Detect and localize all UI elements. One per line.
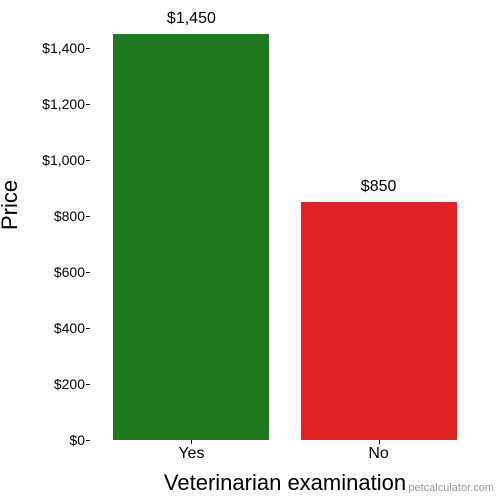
x-tick-label: Yes — [178, 445, 204, 463]
x-tick-label: No — [368, 445, 388, 463]
bar-value-label: $850 — [361, 178, 397, 196]
y-tick-label: $1,200 — [42, 96, 85, 112]
y-tick-mark — [86, 216, 90, 217]
y-axis-label: Price — [0, 180, 23, 230]
y-tick-mark — [86, 272, 90, 273]
chart-container — [90, 20, 480, 440]
plot-area — [90, 20, 480, 440]
y-tick-label: $600 — [54, 264, 85, 280]
y-tick-label: $200 — [54, 376, 85, 392]
x-tick-mark — [191, 440, 192, 444]
y-tick-label: $1,400 — [42, 40, 85, 56]
watermark: petcalculator.com — [408, 482, 494, 494]
x-axis-label: Veterinarian examination — [164, 470, 406, 496]
y-tick-mark — [86, 104, 90, 105]
x-tick-mark — [379, 440, 380, 444]
bar-no — [301, 202, 457, 440]
bar-value-label: $1,450 — [167, 10, 216, 28]
bar-yes — [113, 34, 269, 440]
y-tick-mark — [86, 48, 90, 49]
y-tick-label: $1,000 — [42, 152, 85, 168]
y-tick-label: $400 — [54, 320, 85, 336]
y-tick-mark — [86, 384, 90, 385]
y-tick-mark — [86, 440, 90, 441]
y-tick-mark — [86, 160, 90, 161]
y-tick-label: $800 — [54, 208, 85, 224]
y-tick-label: $0 — [69, 432, 85, 448]
y-tick-mark — [86, 328, 90, 329]
